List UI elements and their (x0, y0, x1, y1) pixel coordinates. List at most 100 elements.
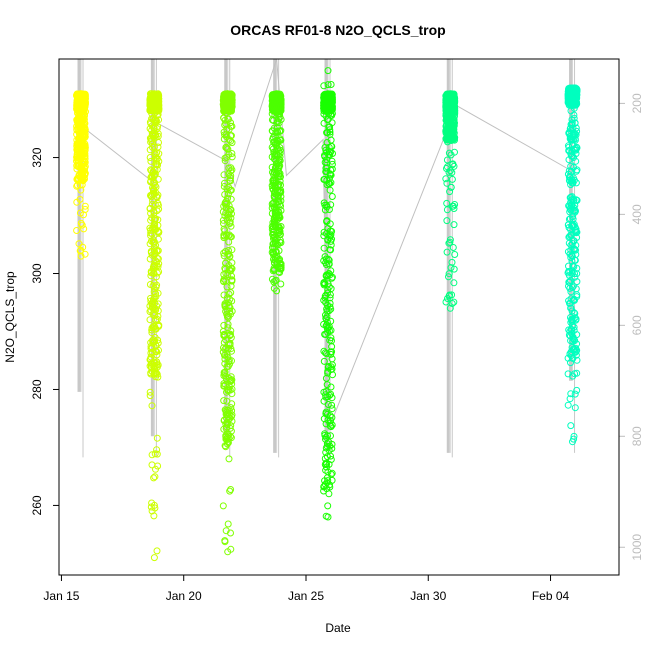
data-point (148, 348, 156, 356)
data-point (323, 325, 331, 333)
data-point (451, 148, 458, 156)
data-point (270, 124, 278, 132)
data-point (76, 140, 84, 148)
data-point (443, 248, 451, 256)
data-point (572, 316, 580, 324)
data-point (155, 205, 163, 213)
data-point (224, 548, 232, 556)
data-point (324, 502, 332, 510)
data-point (151, 201, 159, 209)
data-point (81, 164, 89, 172)
data-point (573, 369, 581, 377)
data-point (76, 130, 83, 138)
data-point (320, 176, 328, 183)
data-point (327, 148, 335, 156)
data-point (448, 175, 456, 183)
data-point (328, 157, 336, 165)
data-point (571, 296, 578, 304)
data-point (220, 382, 228, 390)
data-point (224, 145, 232, 153)
data-point (220, 171, 228, 179)
data-point (81, 206, 89, 213)
y-tick-label: 260 (30, 495, 44, 515)
data-point (270, 214, 278, 222)
data-point (565, 262, 572, 270)
data-point (565, 146, 573, 154)
data-point (328, 343, 336, 351)
data-point (147, 226, 155, 234)
data-point (323, 442, 331, 450)
data-point (152, 325, 160, 333)
data-point (567, 121, 575, 129)
data-point (275, 164, 283, 172)
data-point (146, 205, 154, 213)
data-point (148, 359, 156, 367)
data-point (222, 197, 230, 205)
data-point (323, 474, 331, 482)
data-point (150, 336, 158, 344)
data-point (225, 455, 233, 463)
data-point (223, 125, 231, 133)
data-point (450, 134, 458, 141)
data-point (450, 221, 458, 229)
data-point (328, 469, 336, 477)
data-point (569, 337, 577, 345)
data-point (224, 211, 232, 219)
data-point (154, 235, 162, 243)
data-point (328, 361, 336, 369)
right-tick-label: 1000 (630, 534, 644, 561)
data-point (148, 461, 156, 469)
data-point (220, 344, 227, 352)
data-point (269, 240, 277, 248)
data-point (326, 232, 334, 240)
data-point (228, 153, 236, 161)
data-point (153, 302, 161, 310)
data-point (443, 206, 451, 214)
data-point (567, 348, 575, 356)
data-point (573, 127, 581, 135)
data-point (321, 292, 329, 300)
data-point (569, 95, 577, 103)
data-point (223, 397, 231, 405)
data-point (271, 277, 279, 285)
data-point (273, 240, 281, 248)
data-point (571, 119, 579, 127)
data-point (147, 229, 155, 237)
data-point (150, 554, 158, 562)
data-point (273, 90, 281, 98)
data-point (324, 67, 332, 75)
data-point (152, 373, 160, 381)
data-point (326, 419, 334, 427)
data-point (324, 401, 332, 408)
data-point (568, 315, 576, 323)
data-point (81, 133, 89, 141)
data-point (573, 94, 581, 102)
data-point (275, 155, 283, 163)
data-point (225, 431, 233, 439)
data-point (152, 348, 160, 356)
data-point (446, 236, 454, 244)
data-point (153, 547, 161, 555)
data-point (571, 256, 579, 264)
data-point (226, 220, 234, 227)
data-point (567, 181, 575, 189)
data-point (327, 246, 335, 254)
data-point (154, 216, 162, 224)
data-point (221, 154, 229, 162)
data-point (227, 327, 235, 335)
data-point (327, 456, 335, 463)
data-point (327, 390, 335, 398)
data-point (155, 268, 163, 276)
data-point (224, 106, 232, 114)
data-point (224, 271, 232, 279)
data-point (219, 328, 227, 335)
data-point (271, 150, 279, 158)
data-point (570, 245, 578, 253)
data-point (324, 367, 332, 375)
data-point (78, 119, 86, 127)
data-point (445, 239, 453, 247)
data-point (273, 287, 281, 295)
data-point (77, 219, 85, 227)
data-point (148, 329, 156, 337)
data-point (320, 357, 328, 365)
